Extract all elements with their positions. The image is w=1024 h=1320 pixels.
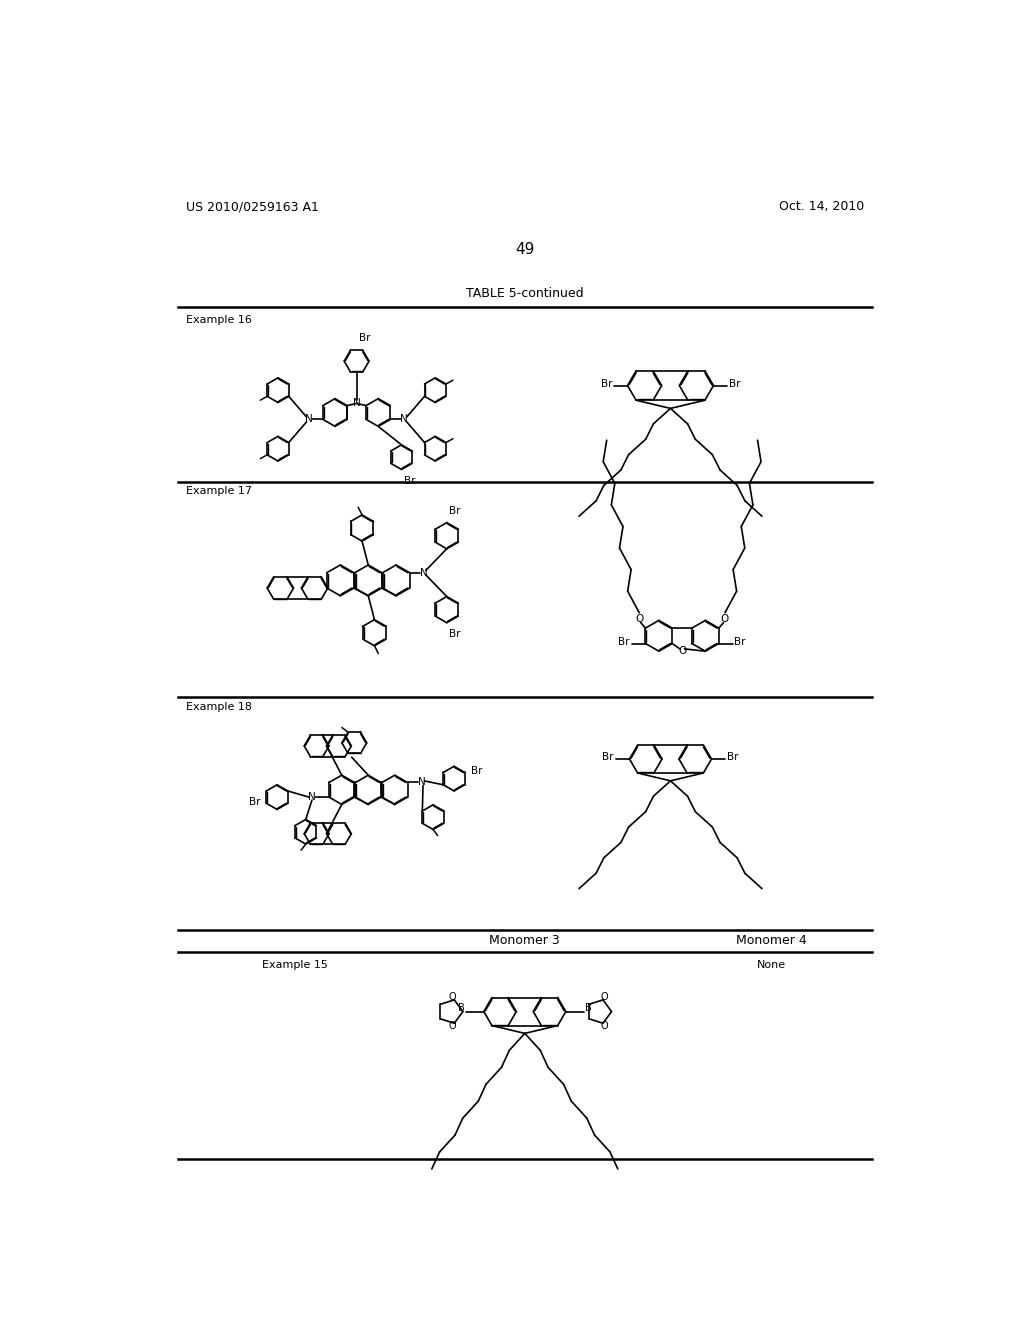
- Text: N: N: [308, 792, 315, 803]
- Text: Example 15: Example 15: [262, 961, 328, 970]
- Text: Br: Br: [618, 638, 630, 647]
- Text: O: O: [678, 647, 686, 656]
- Text: Br: Br: [602, 752, 614, 763]
- Text: O: O: [601, 1022, 608, 1031]
- Text: Br: Br: [727, 752, 738, 763]
- Text: O: O: [601, 991, 608, 1002]
- Text: Example 17: Example 17: [186, 486, 252, 496]
- Text: N: N: [352, 399, 360, 408]
- Text: Example 18: Example 18: [186, 702, 252, 711]
- Text: Br: Br: [471, 766, 482, 776]
- Text: Br: Br: [729, 379, 740, 389]
- Text: Br: Br: [359, 333, 371, 343]
- Text: Monomer 3: Monomer 3: [489, 935, 560, 948]
- Text: Br: Br: [734, 638, 745, 647]
- Text: B: B: [585, 1003, 592, 1014]
- Text: Monomer 4: Monomer 4: [736, 935, 807, 948]
- Text: Br: Br: [450, 628, 461, 639]
- Text: N: N: [420, 568, 427, 578]
- Text: None: None: [757, 961, 785, 970]
- Text: O: O: [721, 614, 729, 624]
- Text: O: O: [449, 991, 457, 1002]
- Text: N: N: [400, 414, 409, 425]
- Text: O: O: [449, 1022, 457, 1031]
- Text: 49: 49: [515, 242, 535, 257]
- Text: Oct. 14, 2010: Oct. 14, 2010: [779, 201, 864, 214]
- Text: Br: Br: [600, 379, 612, 389]
- Text: Br: Br: [450, 507, 461, 516]
- Text: B: B: [458, 1003, 465, 1014]
- Text: US 2010/0259163 A1: US 2010/0259163 A1: [186, 201, 319, 214]
- Text: N: N: [305, 414, 313, 425]
- Text: N: N: [418, 777, 425, 788]
- Text: Example 16: Example 16: [186, 315, 252, 325]
- Text: TABLE 5-continued: TABLE 5-continued: [466, 286, 584, 300]
- Text: Br: Br: [403, 475, 416, 486]
- Text: Br: Br: [249, 797, 260, 807]
- Text: O: O: [635, 614, 643, 624]
